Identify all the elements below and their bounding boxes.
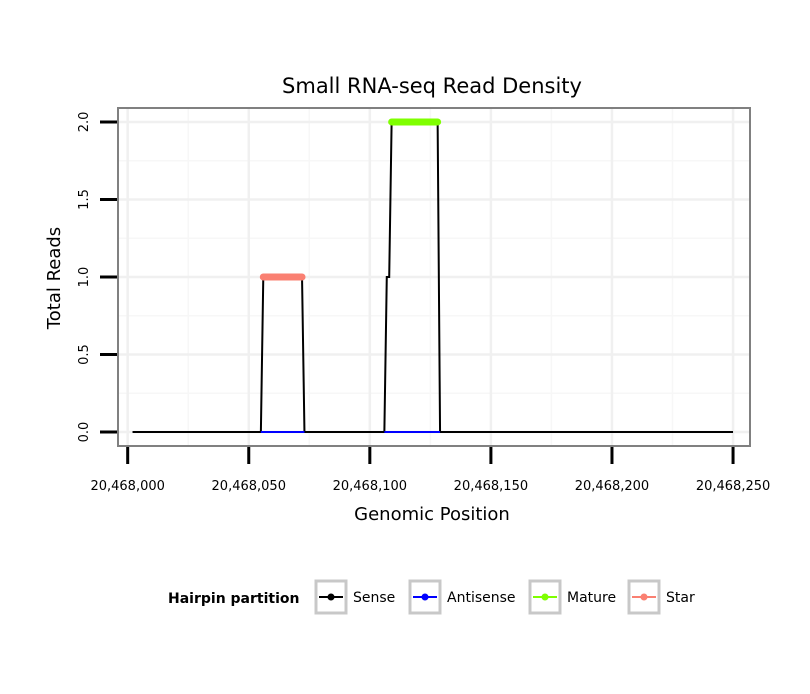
y-tick-label: 1.0 [77,267,92,288]
legend-entry-sense: Sense [314,579,395,615]
legend-label: Antisense [447,590,516,606]
legend-entries: Sense Antisense Mature Star [314,579,695,615]
y-axis: 0.0 0.5 1.0 1.5 2.0 [77,112,117,443]
x-tick-label: 20,468,250 [696,479,770,494]
x-axis-title: Genomic Position [354,504,510,525]
legend-entry-mature: Mature [528,579,616,615]
x-tick-label: 20,468,200 [575,479,649,494]
chart-title: Small RNA-seq Read Density [282,74,582,98]
series-sense-line [132,120,734,434]
x-tick-label: 20,468,000 [90,479,164,494]
legend-entry-star: Star [627,579,695,615]
legend: Hairpin partition Sense Antisense Mature St… [168,579,695,615]
legend-entry-antisense: Antisense [408,579,516,615]
y-axis-title: Total Reads [44,227,65,330]
x-axis: 20,468,000 20,468,050 20,468,100 20,468,150… [90,447,770,494]
x-tick-label: 20,468,050 [212,479,286,494]
y-tick-label: 2.0 [77,112,92,133]
y-tick-label: 0.5 [77,344,92,365]
legend-key-point [421,593,429,601]
plot-area [117,107,751,447]
legend-key-point [541,593,549,601]
legend-title: Hairpin partition [168,591,299,607]
legend-label: Sense [353,590,395,606]
legend-label: Mature [567,590,616,606]
y-tick-label: 0.0 [77,422,92,443]
legend-key-point [327,593,335,601]
y-tick-label: 1.5 [77,189,92,210]
legend-label: Star [666,590,695,606]
panel-border [117,107,751,447]
legend-key-point [640,593,648,601]
x-tick-label: 20,468,150 [454,479,528,494]
x-tick-label: 20,468,100 [333,479,407,494]
